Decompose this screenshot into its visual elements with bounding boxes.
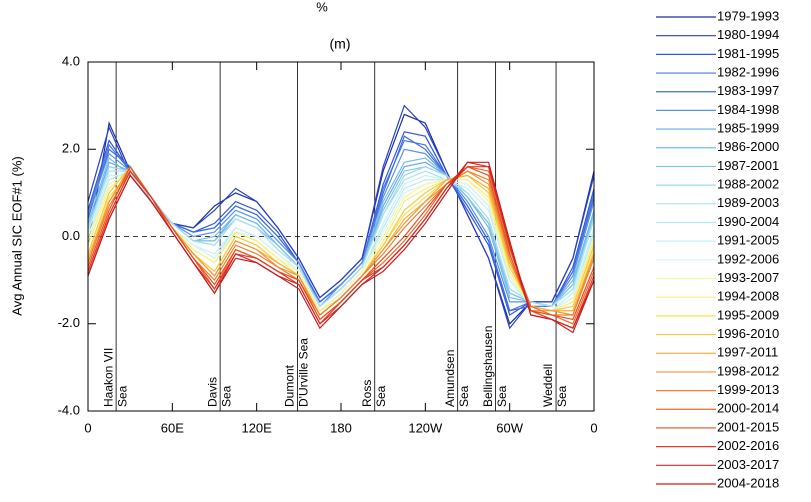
region-label: Sea — [374, 385, 388, 407]
legend-label: 2004-2018 — [717, 475, 779, 490]
region-label: Bellingshausen — [481, 326, 495, 407]
legend-label: 2003-2017 — [717, 457, 779, 472]
region-label: Ross — [360, 380, 374, 407]
legend-label: 1996-2010 — [717, 326, 779, 341]
series-line — [87, 170, 595, 308]
legend-label: 1994-2008 — [717, 289, 779, 304]
plot-frame — [87, 61, 595, 412]
legend-label: 1993-2007 — [717, 270, 779, 285]
legend-label: 1987-2001 — [717, 158, 779, 173]
region-label: Weddell — [541, 364, 555, 407]
legend-label: 1997-2011 — [717, 345, 778, 360]
series-line — [87, 174, 595, 312]
legend-label: 1999-2013 — [717, 382, 779, 397]
x-tick-label: 60E — [161, 420, 184, 435]
legend-label: 1990-2004 — [717, 214, 779, 229]
chart-subtitle: (m) — [330, 36, 351, 52]
region-label: Sea — [555, 385, 569, 407]
x-tick-label: 0 — [590, 420, 597, 435]
y-tick-label: 4.0 — [62, 53, 80, 68]
region-label: D'Urville Sea — [297, 338, 311, 407]
y-tick-label: 0.0 — [62, 228, 80, 243]
legend-label: 1982-1996 — [717, 64, 779, 79]
x-tick-label: 0 — [84, 420, 91, 435]
legend-label: 1979-1993 — [717, 8, 779, 23]
series-line — [87, 161, 595, 334]
legend-label: 1991-2005 — [717, 233, 779, 248]
region-label: Haakon VII — [101, 348, 115, 407]
legend-label: 1995-2009 — [717, 307, 779, 322]
y-tick-label: -2.0 — [58, 315, 80, 330]
region-label: Sea — [219, 385, 233, 407]
region-label: Davis — [205, 377, 219, 407]
legend-label: 1983-1997 — [717, 83, 779, 98]
x-tick-label: 120W — [408, 420, 443, 435]
x-tick-label: 180 — [330, 420, 352, 435]
y-tick-label: 2.0 — [62, 141, 80, 156]
series-line — [87, 166, 595, 329]
region-label: Dumont — [283, 364, 297, 407]
legend-label: 2002-2016 — [717, 438, 779, 453]
legend-label: 2001-2015 — [717, 419, 779, 434]
region-label: Sea — [115, 385, 129, 407]
region-label: Sea — [457, 385, 471, 407]
legend-label: 1988-2002 — [717, 177, 779, 192]
legend-label: 1981-1995 — [717, 46, 779, 61]
y-tick-label: -4.0 — [58, 402, 80, 417]
legend-label: 2000-2014 — [717, 401, 779, 416]
legend-label: 1986-2000 — [717, 139, 779, 154]
legend-label: 1985-1999 — [717, 121, 779, 136]
chart-title: % — [316, 0, 328, 14]
x-tick-label: 60W — [496, 420, 523, 435]
y-axis-label: Avg Annual SIC EOF#1 (%) — [9, 156, 24, 315]
legend-label: 1992-2006 — [717, 251, 779, 266]
series-line — [87, 161, 595, 329]
series-line — [87, 166, 595, 325]
legend-label: 1984-1998 — [717, 102, 779, 117]
legend-label: 1980-1994 — [717, 27, 779, 42]
legend-label: 1989-2003 — [717, 195, 779, 210]
legend-label: 1998-2012 — [717, 363, 779, 378]
region-label: Amundsen — [443, 350, 457, 407]
region-label: Sea — [495, 385, 509, 407]
x-tick-label: 120E — [241, 420, 272, 435]
